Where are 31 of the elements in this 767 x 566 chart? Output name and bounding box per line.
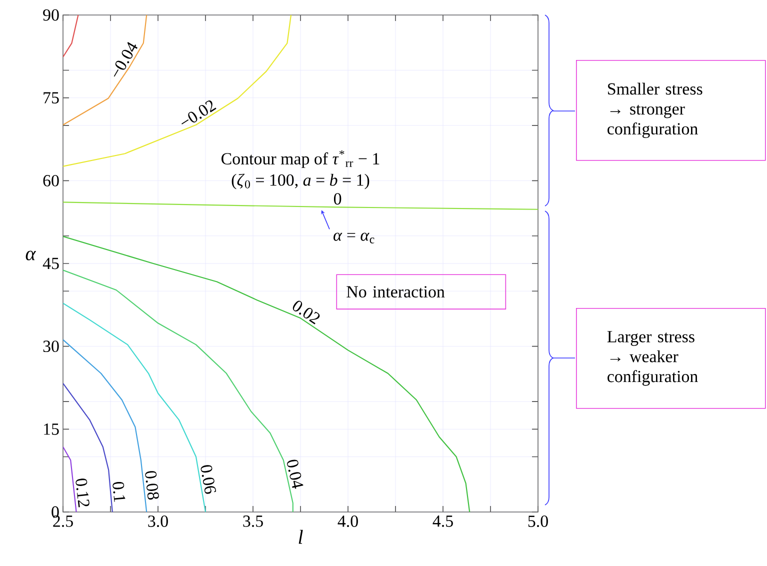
- text: 0.04: [287, 460, 304, 489]
- x-tick-label: 4.0: [338, 516, 358, 528]
- y-tick-label: 0: [52, 506, 59, 518]
- text: 0.12: [76, 478, 90, 508]
- y-axis-title: α: [26, 250, 36, 260]
- series-label: 0: [334, 193, 342, 205]
- text: 0.08: [145, 471, 159, 500]
- x-tick-label: 3.5: [243, 516, 263, 527]
- y-tick-label: 15: [44, 423, 59, 435]
- text: 0.02: [292, 300, 320, 324]
- y-tick-label: 75: [44, 92, 59, 104]
- line-series: [63, 14, 148, 126]
- text: Larger stress → weaker configuration: [607, 331, 698, 386]
- text: 0.06: [200, 465, 216, 494]
- y-tick-label: 90: [43, 9, 59, 21]
- x-tick-label: 4.5: [432, 516, 453, 527]
- x-axis-title: l: [298, 530, 303, 544]
- x-tick-label: 5.0: [528, 516, 548, 528]
- text: 0.1: [112, 482, 126, 502]
- x-tick-label: 2.5: [53, 516, 73, 527]
- annotation: (ζ$_{0}$ = 100, a = b = 1): [232, 174, 370, 190]
- annotation: α = α$_{c}$: [334, 232, 374, 244]
- y-tick-label: 45: [42, 258, 59, 270]
- annotation: No interaction: [346, 286, 445, 298]
- text: −0.02: [182, 100, 216, 124]
- x-tick-label: 3.0: [148, 516, 168, 528]
- line-series: [63, 382, 113, 512]
- y-tick-label: 30: [43, 340, 59, 352]
- y-tick-label: 60: [43, 174, 59, 186]
- annotation: Contour map of τ$^{*}$$_{rr}$ − 1: [222, 150, 380, 168]
- text: Smaller stress → stronger configuration: [608, 82, 702, 138]
